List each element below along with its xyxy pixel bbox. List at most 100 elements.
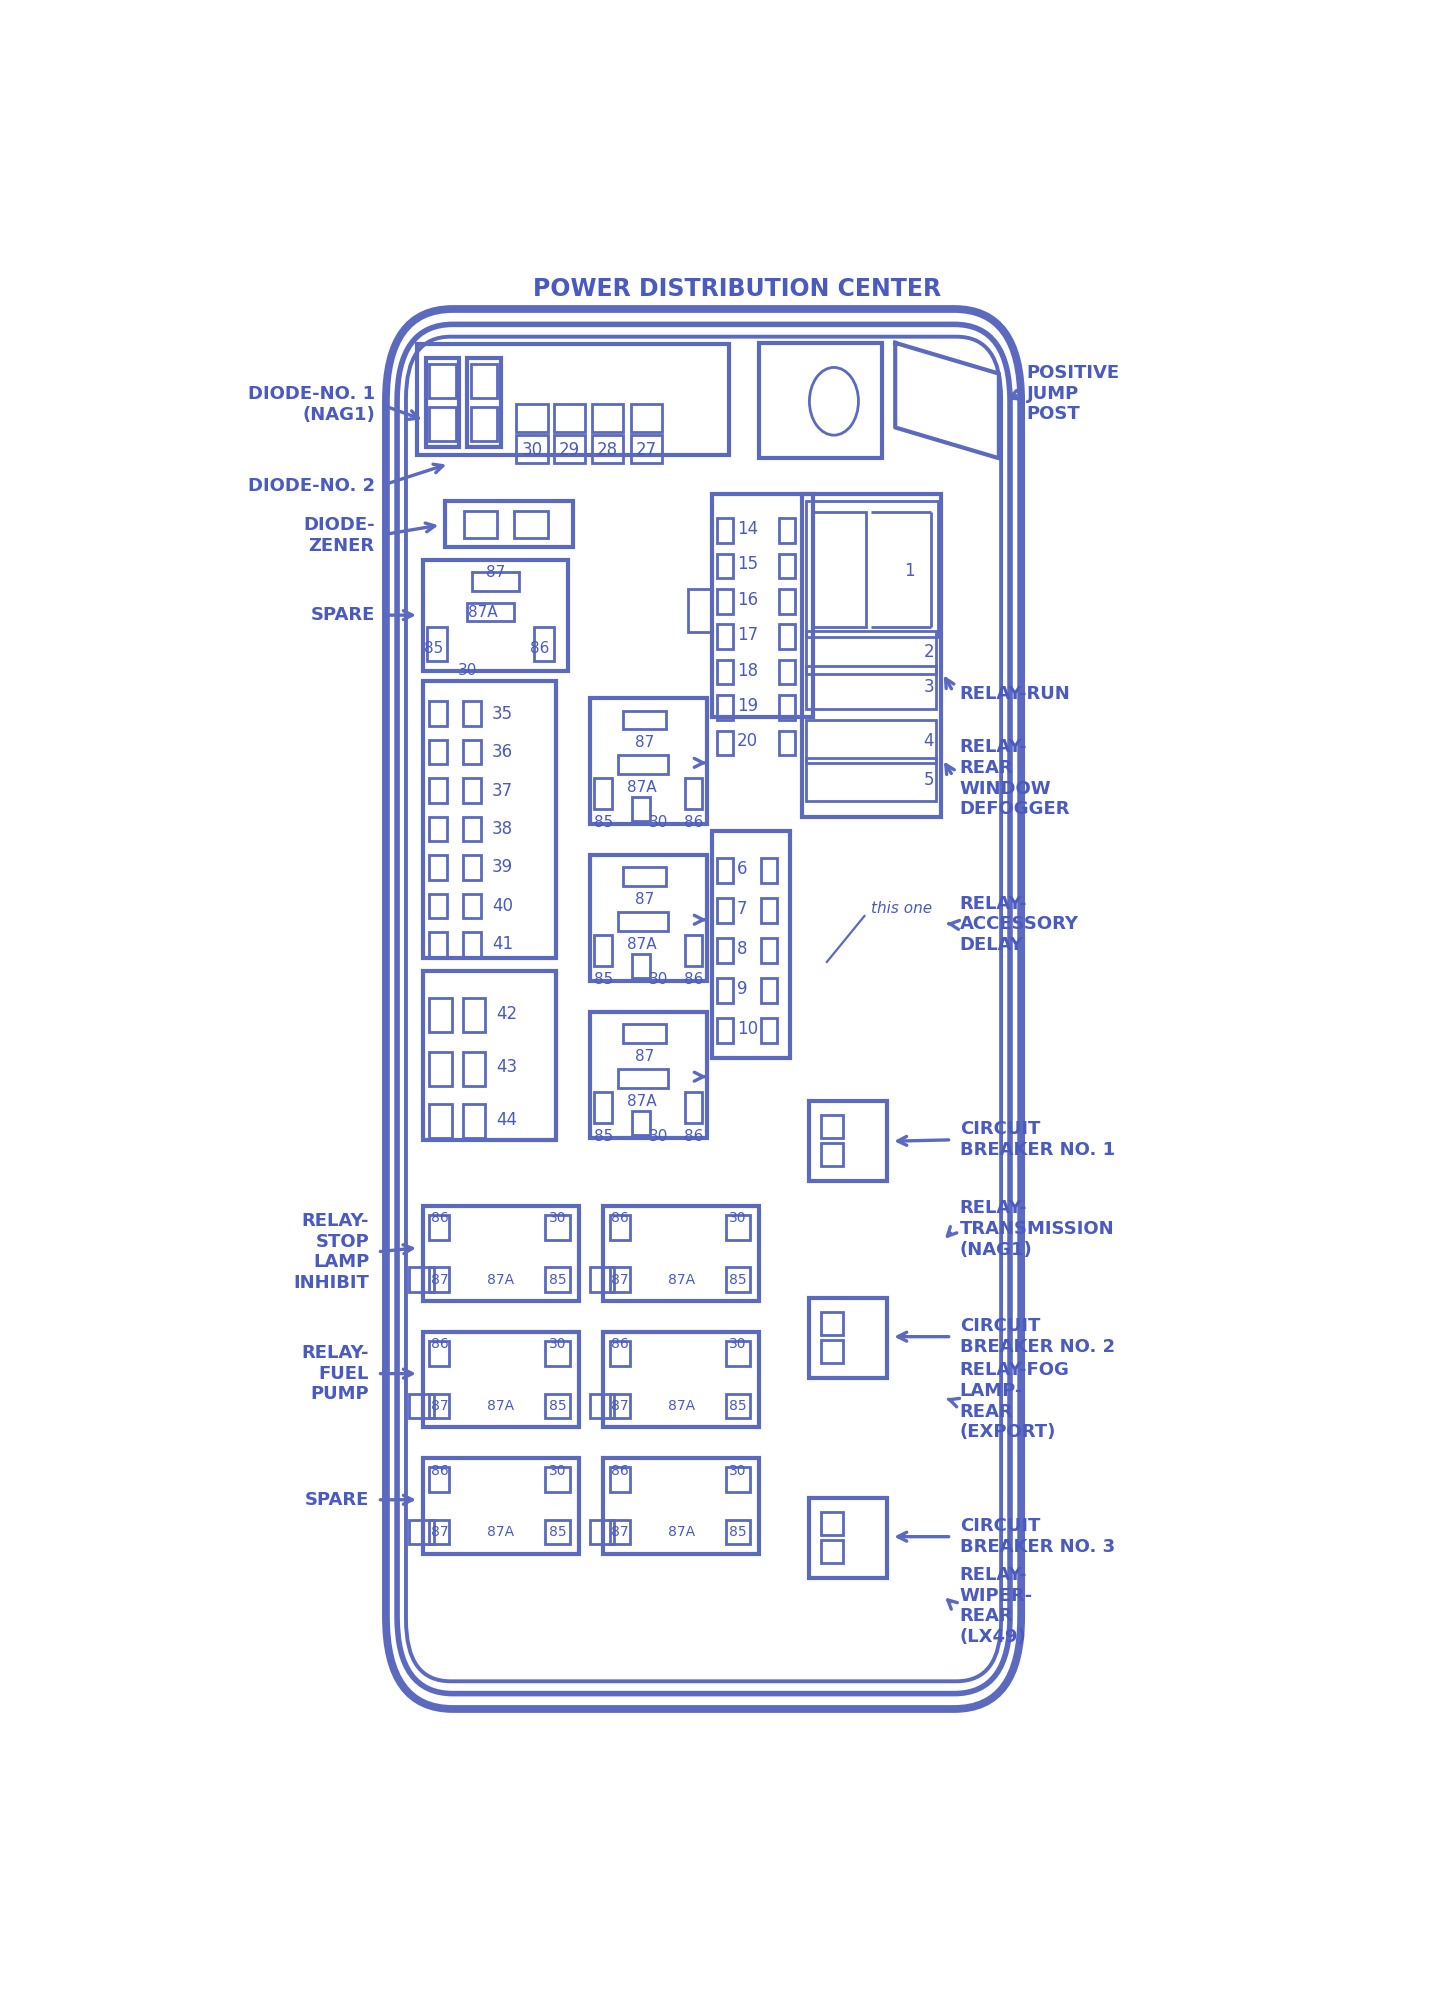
Bar	[618, 755, 667, 773]
Bar	[712, 831, 791, 1059]
Text: 87: 87	[486, 565, 505, 579]
Bar	[463, 701, 480, 725]
Text: 42: 42	[496, 1005, 518, 1023]
Bar	[610, 1520, 630, 1544]
Bar	[762, 939, 777, 963]
Text: 87: 87	[430, 1273, 449, 1287]
Bar	[821, 1115, 843, 1139]
Bar	[467, 358, 500, 448]
Bar	[545, 1267, 569, 1293]
Text: 30: 30	[549, 1211, 567, 1225]
Text: DIODE-NO. 1
(NAG1): DIODE-NO. 1 (NAG1)	[247, 386, 375, 424]
Bar	[726, 1467, 751, 1493]
Bar	[545, 1341, 569, 1367]
Text: 5: 5	[923, 771, 935, 789]
Text: 87A: 87A	[667, 1524, 695, 1538]
Text: RELAY-
TRANSMISSION
(NAG1): RELAY- TRANSMISSION (NAG1)	[961, 1199, 1114, 1259]
Bar	[545, 1520, 569, 1544]
Bar	[618, 913, 667, 931]
Bar	[430, 739, 447, 765]
Bar	[810, 1498, 887, 1578]
Bar	[759, 344, 881, 458]
Text: 20: 20	[736, 733, 758, 751]
Text: 87A: 87A	[627, 779, 657, 795]
Bar	[430, 817, 447, 841]
Text: 44: 44	[496, 1111, 518, 1129]
Bar	[463, 1105, 485, 1139]
Bar	[610, 1341, 630, 1367]
Text: 86: 86	[430, 1463, 449, 1479]
Bar	[590, 855, 707, 981]
Bar	[718, 623, 732, 649]
Bar	[590, 1520, 614, 1544]
Text: 15: 15	[736, 555, 758, 573]
Bar	[726, 1395, 751, 1419]
Bar	[417, 344, 729, 456]
Bar	[821, 1143, 843, 1167]
Text: 30: 30	[729, 1463, 746, 1479]
Text: 85: 85	[729, 1524, 746, 1538]
Text: 86: 86	[684, 815, 703, 829]
Text: 86: 86	[611, 1211, 628, 1225]
Bar	[430, 931, 447, 957]
Text: 87: 87	[634, 891, 654, 907]
Bar	[687, 589, 712, 631]
Text: 87: 87	[634, 1049, 654, 1065]
Bar	[779, 659, 795, 685]
Text: RELAY-FOG
LAMP-
REAR
(EXPORT): RELAY-FOG LAMP- REAR (EXPORT)	[961, 1361, 1070, 1441]
Bar	[779, 517, 795, 543]
Bar	[684, 1093, 702, 1123]
Bar	[423, 559, 568, 671]
Bar	[430, 701, 447, 725]
Bar	[684, 935, 702, 965]
Bar	[516, 436, 548, 464]
Bar	[726, 1341, 751, 1367]
Text: 30: 30	[650, 1129, 669, 1145]
Bar	[718, 899, 732, 923]
Bar	[430, 1520, 450, 1544]
Text: 87: 87	[430, 1399, 449, 1413]
Bar	[779, 553, 795, 577]
Bar	[410, 1520, 434, 1544]
Bar	[430, 408, 456, 442]
Text: 41: 41	[492, 935, 513, 953]
Bar	[463, 1053, 485, 1087]
Text: DIODE-NO. 2: DIODE-NO. 2	[247, 478, 375, 496]
Bar	[684, 777, 702, 809]
Bar	[430, 1105, 452, 1139]
Text: RELAY-
REAR
WINDOW
DEFOGGER: RELAY- REAR WINDOW DEFOGGER	[961, 737, 1070, 819]
Text: 85: 85	[594, 973, 613, 987]
Bar	[623, 867, 666, 885]
Text: 85: 85	[549, 1273, 567, 1287]
Bar	[631, 404, 663, 432]
Text: this one: this one	[871, 901, 932, 917]
Bar	[718, 695, 732, 719]
Bar	[470, 364, 498, 398]
Bar	[718, 731, 732, 755]
Bar	[444, 501, 574, 547]
Bar	[515, 511, 548, 537]
Text: 16: 16	[736, 591, 758, 609]
Text: 10: 10	[736, 1021, 758, 1039]
Bar	[430, 999, 452, 1033]
Text: 40: 40	[492, 897, 513, 915]
Bar	[594, 1093, 613, 1123]
Bar	[592, 404, 623, 432]
Text: 3: 3	[923, 679, 935, 697]
Bar	[718, 517, 732, 543]
Bar	[726, 1520, 751, 1544]
Bar	[810, 1101, 887, 1181]
Bar	[779, 589, 795, 613]
Bar	[430, 1053, 452, 1087]
Bar	[594, 935, 613, 965]
Bar	[718, 859, 732, 883]
Text: CIRCUIT
BREAKER NO. 1: CIRCUIT BREAKER NO. 1	[961, 1121, 1114, 1159]
Bar	[812, 511, 866, 627]
Bar	[718, 553, 732, 577]
Text: POWER DISTRIBUTION CENTER: POWER DISTRIBUTION CENTER	[533, 278, 940, 302]
Bar	[807, 665, 936, 709]
Bar	[464, 511, 498, 537]
Text: 87: 87	[634, 735, 654, 749]
Text: 86: 86	[611, 1337, 628, 1351]
Bar	[430, 893, 447, 919]
